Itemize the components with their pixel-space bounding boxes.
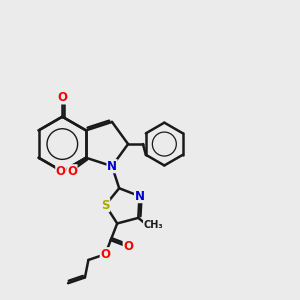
Text: O: O [56, 165, 66, 178]
Text: O: O [57, 91, 67, 104]
Text: N: N [107, 160, 117, 173]
Text: S: S [101, 199, 110, 212]
Text: O: O [123, 240, 133, 254]
Text: CH₃: CH₃ [143, 220, 163, 230]
Text: N: N [134, 190, 145, 202]
Text: O: O [100, 248, 110, 261]
Text: O: O [67, 165, 77, 178]
